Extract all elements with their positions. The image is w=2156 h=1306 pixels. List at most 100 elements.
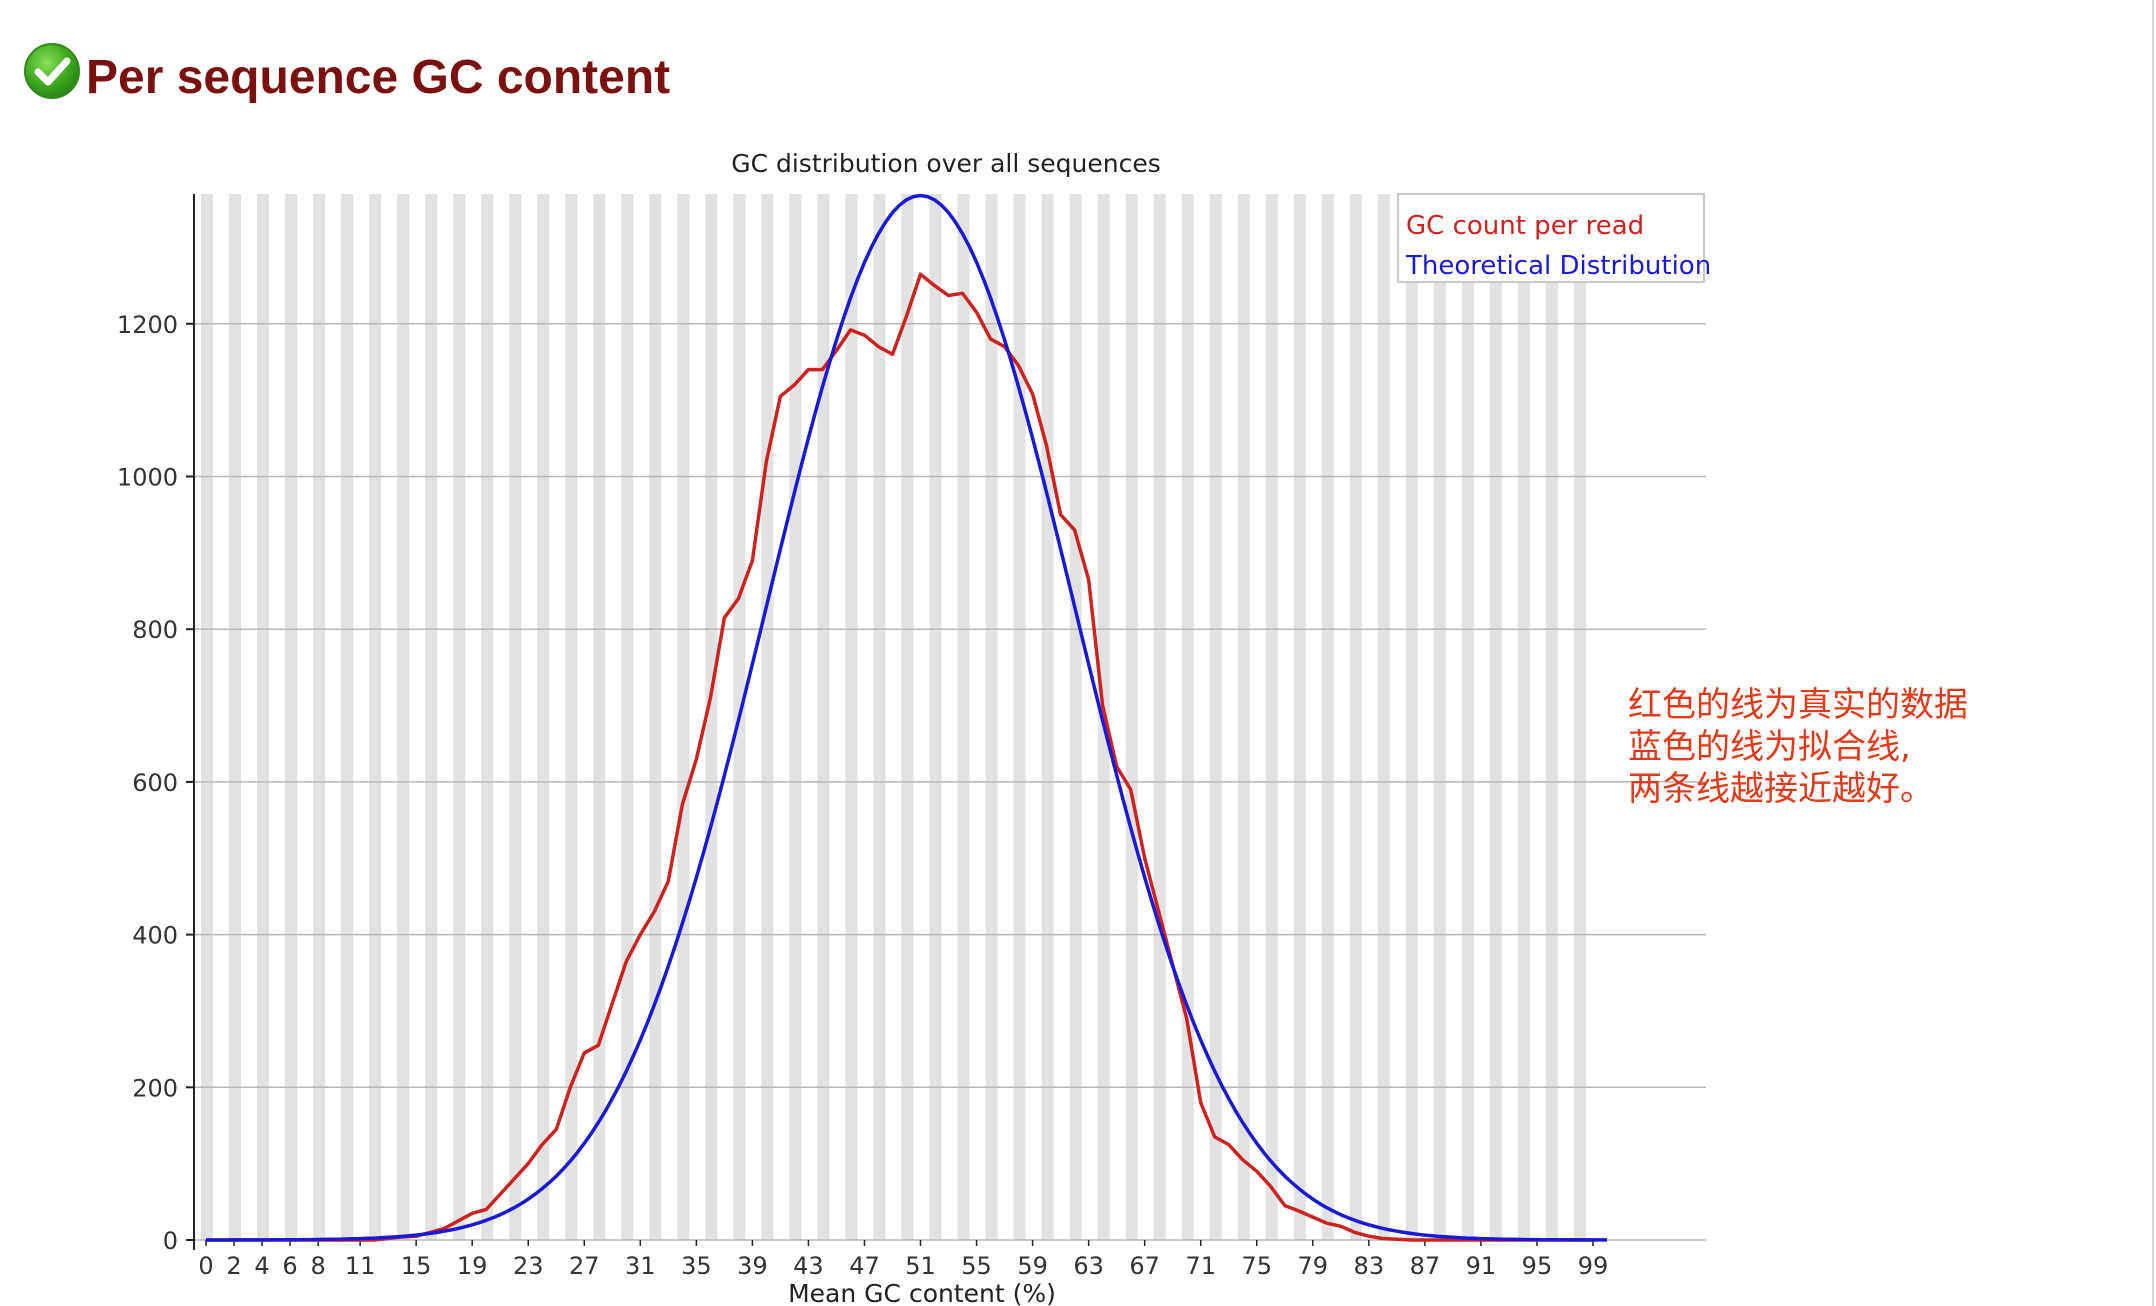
annotation-note: 红色的线为真实的数据 蓝色的线为拟合线, 两条线越接近越好。 (1628, 684, 1968, 810)
grid-stripe (369, 194, 382, 1240)
x-tick-label: 71 (1185, 1252, 1216, 1280)
x-tick-label: 19 (457, 1252, 488, 1280)
y-tick-label: 400 (132, 922, 178, 950)
x-tick-label: 79 (1298, 1252, 1329, 1280)
x-tick-label: 59 (1017, 1252, 1048, 1280)
x-tick-label: 35 (681, 1252, 712, 1280)
grid-stripe (1209, 194, 1222, 1240)
x-tick-label: 39 (737, 1252, 768, 1280)
check-circle-icon (22, 41, 82, 101)
grid-stripe (1433, 194, 1446, 1240)
grid-stripe (1125, 194, 1138, 1240)
grid-stripe (425, 194, 438, 1240)
x-tick-label: 55 (961, 1252, 992, 1280)
legend: GC count per read Theoretical Distributio… (1397, 193, 1711, 283)
grid-stripe (1517, 194, 1530, 1240)
x-axis-label: Mean GC content (%) (788, 1279, 1056, 1306)
grid-stripe (341, 194, 354, 1240)
grid-stripe (481, 194, 494, 1240)
grid-stripe (649, 194, 662, 1240)
x-tick-label: 4 (254, 1252, 269, 1280)
x-tick-label: 31 (625, 1252, 656, 1280)
x-tick-label: 23 (513, 1252, 544, 1280)
series-line-gc-count-per-read (206, 272, 1593, 1242)
grid-stripe (537, 194, 550, 1240)
y-tick-label: 200 (132, 1074, 178, 1102)
grid-stripe (677, 194, 690, 1240)
y-tick-label: 1000 (117, 463, 178, 491)
grid-stripe (1293, 194, 1306, 1240)
x-tick-label: 51 (905, 1252, 936, 1280)
x-tick-label: 6 (282, 1252, 297, 1280)
grid-stripe (1181, 194, 1194, 1240)
grid-stripe (1013, 194, 1026, 1240)
grid-stripe (257, 194, 270, 1240)
grid-stripe (229, 194, 242, 1240)
grid-stripe (1489, 194, 1502, 1240)
grid-stripe (565, 194, 578, 1240)
grid-stripe (1349, 194, 1362, 1240)
grid-stripe (593, 194, 606, 1240)
grid-stripe (1321, 194, 1334, 1240)
grid-stripe (1265, 194, 1278, 1240)
grid-stripe (621, 194, 634, 1240)
y-tick-label: 1200 (117, 311, 178, 339)
grid-stripe (1069, 194, 1082, 1240)
grid-stripe (285, 194, 298, 1240)
y-ticks: 0 200 400 600 800 1000 1200 (117, 311, 194, 1255)
grid-stripe (1153, 194, 1166, 1240)
y-tick-label: 800 (132, 616, 178, 644)
grid-stripe (201, 194, 214, 1240)
grid-stripe (929, 194, 942, 1240)
grid-stripe (453, 194, 466, 1240)
page-header: Per sequence GC content (22, 36, 670, 105)
x-tick-label: 99 (1578, 1252, 1609, 1280)
grid-stripe (873, 194, 886, 1240)
grid-stripe (1573, 194, 1586, 1240)
x-tick-label: 0 (198, 1252, 213, 1280)
grid-stripe (957, 194, 970, 1240)
grid-stripe (313, 194, 326, 1240)
y-tick-label: 600 (132, 769, 178, 797)
grid-stripe (1041, 194, 1054, 1240)
x-tick-label: 83 (1354, 1252, 1385, 1280)
grid-stripe (509, 194, 522, 1240)
page-right-border (2152, 0, 2154, 1306)
x-tick-label: 43 (793, 1252, 824, 1280)
horizontal-gridlines (194, 323, 1706, 1241)
grid-stripe (901, 194, 914, 1240)
grid-stripe (789, 194, 802, 1240)
legend-entry: GC count per read (1406, 211, 1644, 241)
series-line-theoretical-distribution (206, 193, 1607, 1242)
x-tick-label: 63 (1073, 1252, 1104, 1280)
annotation-line-2: 蓝色的线为拟合线, (1628, 727, 1911, 767)
x-tick-label: 95 (1522, 1252, 1553, 1280)
y-tick-label: 0 (163, 1227, 178, 1255)
grid-stripe (1461, 194, 1474, 1240)
annotation-line-1: 红色的线为真实的数据 (1628, 685, 1968, 725)
x-tick-label: 8 (310, 1252, 325, 1280)
grid-stripe (705, 194, 718, 1240)
x-tick-label: 47 (849, 1252, 880, 1280)
x-tick-label: 11 (345, 1252, 376, 1280)
grid-stripe (1405, 194, 1418, 1240)
grid-stripe (1237, 194, 1250, 1240)
legend-entry: Theoretical Distribution (1405, 251, 1711, 281)
x-tick-label: 15 (401, 1252, 432, 1280)
x-tick-label: 75 (1241, 1252, 1272, 1280)
grid-stripe (817, 194, 830, 1240)
grid-stripe (397, 194, 410, 1240)
grid-stripe (985, 194, 998, 1240)
annotation-line-3: 两条线越接近越好。 (1628, 769, 1934, 809)
x-tick-label: 87 (1410, 1252, 1441, 1280)
x-tick-label: 91 (1466, 1252, 1497, 1280)
x-tick-label: 67 (1129, 1252, 1160, 1280)
grid-stripe (1377, 194, 1390, 1240)
chart-title: GC distribution over all sequences (731, 149, 1161, 178)
x-tick-label: 27 (569, 1252, 600, 1280)
x-ticks: 0 2 4 6 8 11 15 19 23 27 31 35 39 43 47 51 55 59 63 67 71 75 7… (198, 1240, 1608, 1280)
grid-stripe (761, 194, 774, 1240)
grid-stripe (845, 194, 858, 1240)
